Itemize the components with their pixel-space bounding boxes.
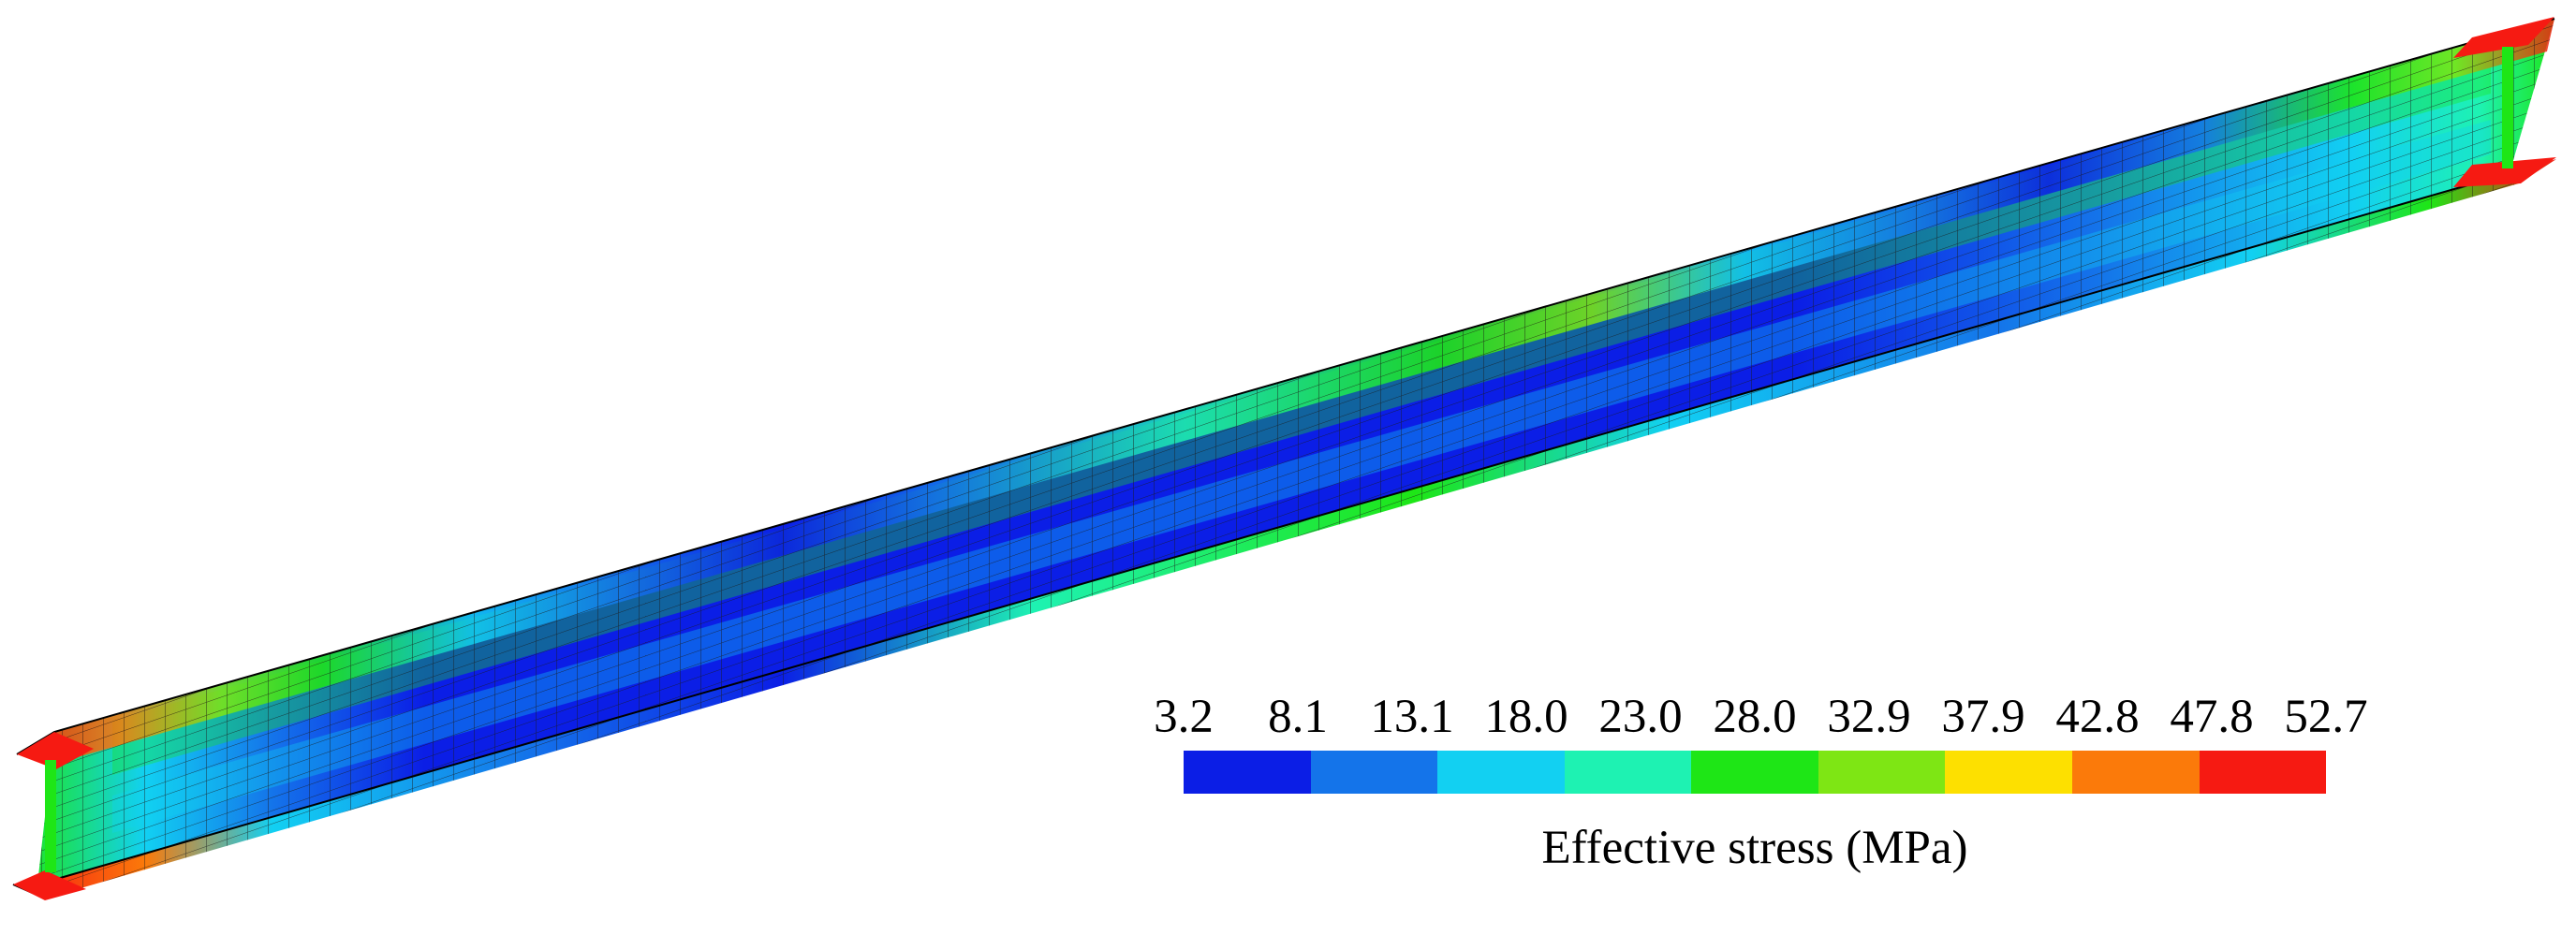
legend-title: Effective stress (MPa) <box>1541 822 1968 874</box>
bottom-flange <box>13 159 2556 898</box>
legend-swatch <box>1945 751 2072 794</box>
legend-swatch <box>1437 751 1565 794</box>
legend-tick-label: 8.1 <box>1268 691 1328 743</box>
legend-tick-label: 37.9 <box>1941 691 2025 743</box>
legend-swatch <box>1184 751 1311 794</box>
left-end-cap <box>13 732 94 900</box>
legend-tick-label: 52.7 <box>2284 691 2368 743</box>
stress-legend: 3.2 8.1 13.1 18.0 23.0 28.0 32.9 37.9 42.8 47.8 52… <box>1154 689 2368 895</box>
legend-tick-labels: 3.2 8.1 13.1 18.0 23.0 28.0 32.9 37.9 42.8 47.8 52… <box>1154 689 2368 745</box>
legend-swatch <box>2199 751 2327 794</box>
legend-color-bar <box>1184 751 2327 794</box>
legend-tick-label: 23.0 <box>1598 691 1683 743</box>
legend-tick-label: 47.8 <box>2170 691 2254 743</box>
legend-tick-label: 13.1 <box>1370 691 1454 743</box>
legend-tick-label: 32.9 <box>1827 691 1911 743</box>
legend-tick-label: 28.0 <box>1713 691 1797 743</box>
legend-swatch <box>1564 751 1692 794</box>
legend-tick-label: 3.2 <box>1154 691 1214 743</box>
legend-swatch <box>2071 751 2200 794</box>
legend-tick-label: 18.0 <box>1484 691 1568 743</box>
legend-swatch <box>1691 751 1818 794</box>
legend-swatch <box>1818 751 1946 794</box>
legend-swatch <box>1310 751 1438 794</box>
legend-tick-label: 42.8 <box>2055 691 2140 743</box>
flange-top-face <box>54 19 2554 763</box>
right-end-cap <box>2453 17 2556 187</box>
